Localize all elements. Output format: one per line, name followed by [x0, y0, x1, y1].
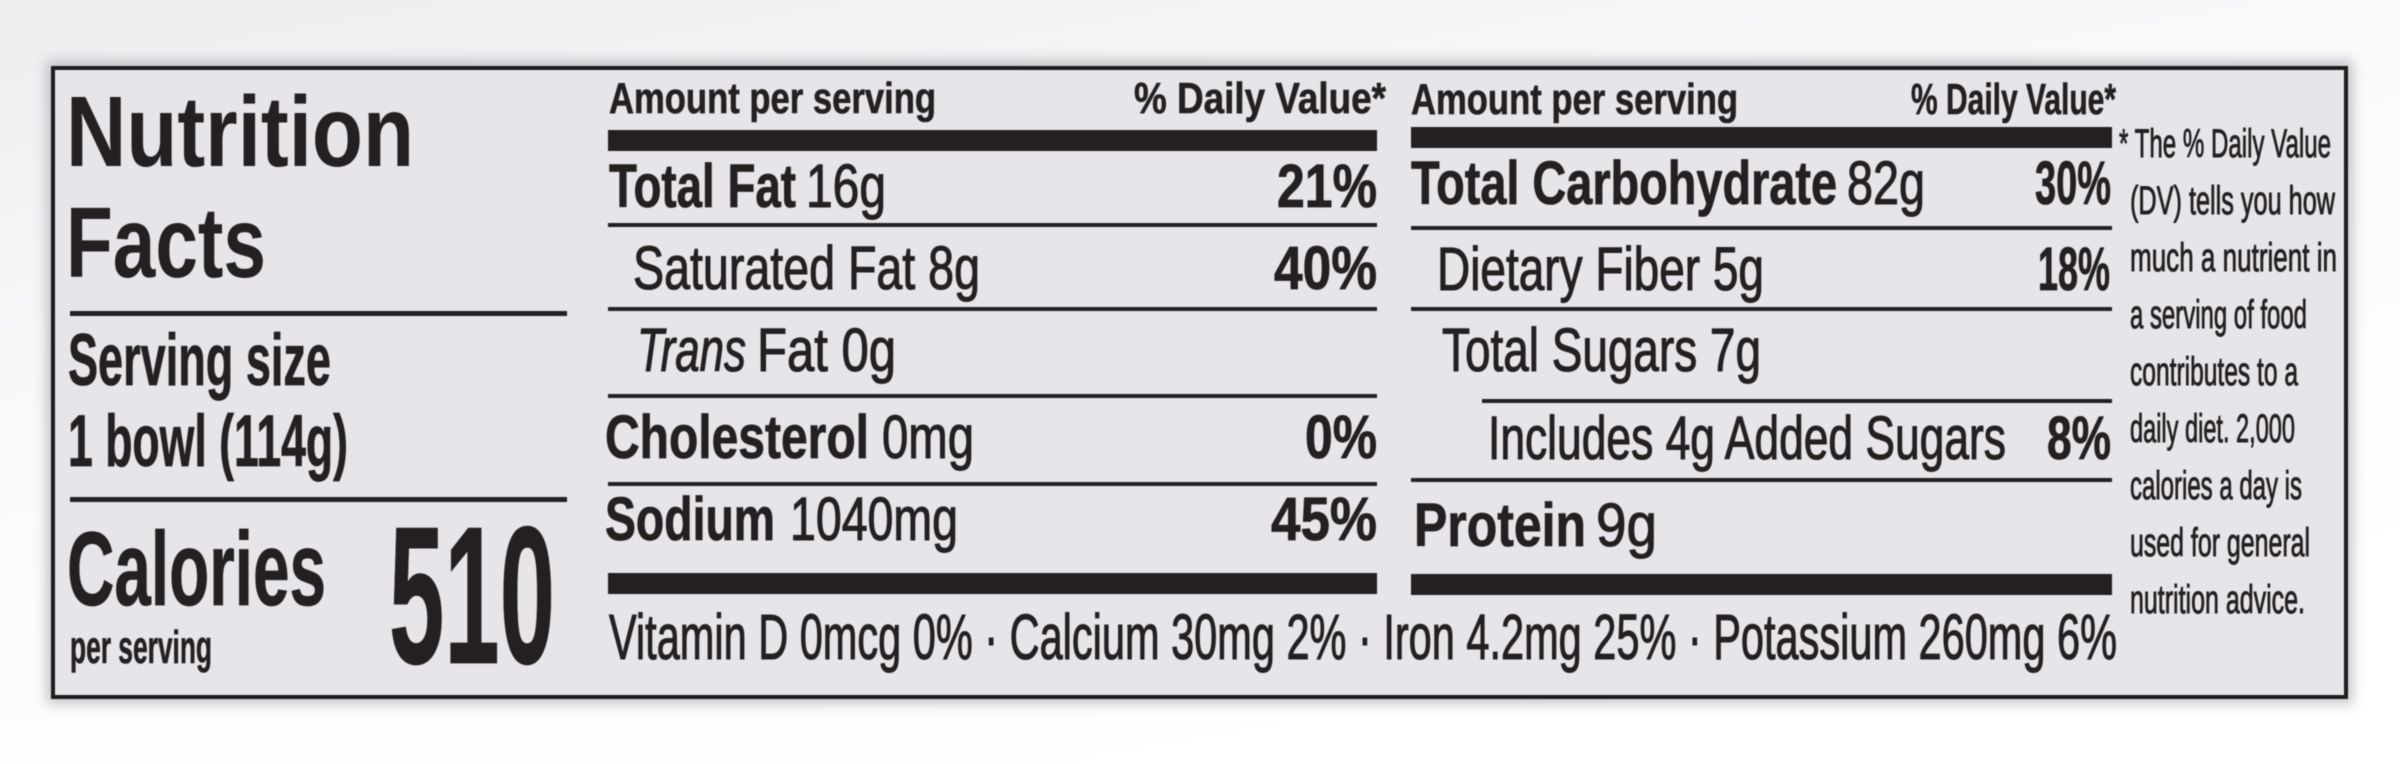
svg-text:510: 510 [389, 486, 555, 705]
svg-text:much a nutrient in: much a nutrient in [2130, 236, 2337, 280]
svg-text:contributes to a: contributes to a [2130, 350, 2298, 394]
svg-text:Cholesterol: Cholesterol [605, 403, 869, 471]
svg-text:* The % Daily Value: * The % Daily Value [2119, 122, 2331, 166]
svg-text:(DV) tells you how: (DV) tells you how [2130, 179, 2335, 223]
svg-text:Amount per serving: Amount per serving [1411, 75, 1738, 124]
svg-text:Amount per serving: Amount per serving [609, 74, 936, 123]
svg-text:Serving size: Serving size [68, 320, 331, 401]
svg-text:Vitamin D 0mcg 0% · Calcium 30: Vitamin D 0mcg 0% · Calcium 30mg 2% · Ir… [609, 601, 2117, 673]
svg-text:0mg: 0mg [882, 403, 974, 471]
svg-text:Nutrition: Nutrition [66, 76, 414, 188]
svg-text:per serving: per serving [70, 621, 212, 673]
svg-text:a serving of food: a serving of food [2130, 293, 2307, 337]
svg-text:% Daily Value*: % Daily Value* [1134, 74, 1387, 123]
svg-text:Fat 0g: Fat 0g [757, 316, 896, 384]
svg-text:40%: 40% [1274, 234, 1377, 302]
svg-text:18%: 18% [2038, 235, 2110, 303]
svg-text:Total Sugars 7g: Total Sugars 7g [1442, 316, 1761, 384]
svg-text:16g: 16g [806, 152, 886, 220]
svg-text:9g: 9g [1596, 491, 1657, 559]
svg-text:0%: 0% [1305, 403, 1377, 471]
svg-text:1040mg: 1040mg [790, 485, 958, 553]
svg-text:Total Carbohydrate: Total Carbohydrate [1411, 149, 1837, 217]
svg-text:nutrition advice.: nutrition advice. [2130, 578, 2305, 622]
svg-text:45%: 45% [1271, 485, 1377, 553]
svg-text:1 bowl (114g): 1 bowl (114g) [68, 401, 348, 482]
svg-text:Includes 4g Added Sugars: Includes 4g Added Sugars [1488, 404, 2006, 472]
svg-text:Trans: Trans [637, 316, 746, 384]
svg-text:Sodium: Sodium [605, 485, 775, 553]
svg-text:Facts: Facts [66, 187, 266, 299]
svg-text:Dietary Fiber 5g: Dietary Fiber 5g [1437, 235, 1764, 303]
svg-text:calories a day is: calories a day is [2130, 464, 2302, 508]
svg-text:30%: 30% [2035, 149, 2111, 217]
svg-text:% Daily Value*: % Daily Value* [1911, 75, 2117, 124]
svg-text:Saturated Fat 8g: Saturated Fat 8g [633, 234, 980, 302]
svg-text:8%: 8% [2047, 404, 2111, 472]
svg-text:used for general: used for general [2130, 521, 2310, 565]
svg-text:daily diet. 2,000: daily diet. 2,000 [2130, 407, 2295, 451]
svg-text:21%: 21% [1277, 152, 1377, 220]
svg-text:Calories: Calories [67, 511, 326, 628]
svg-text:Protein: Protein [1414, 491, 1586, 559]
svg-text:82g: 82g [1847, 149, 1925, 217]
svg-text:Total Fat: Total Fat [609, 152, 796, 220]
